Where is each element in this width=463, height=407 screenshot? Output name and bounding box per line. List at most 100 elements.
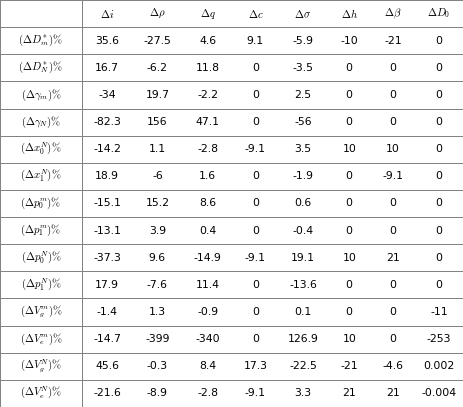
Text: 0: 0 <box>436 171 443 182</box>
Text: -9.1: -9.1 <box>245 144 266 154</box>
Text: 0: 0 <box>346 307 353 317</box>
Text: 9.1: 9.1 <box>247 36 264 46</box>
Text: 1.3: 1.3 <box>149 307 166 317</box>
Text: 0: 0 <box>389 63 396 73</box>
Text: $(\Delta x_0^N)\%$: $(\Delta x_0^N)\%$ <box>20 141 62 157</box>
Text: 2.5: 2.5 <box>294 90 312 100</box>
Text: 10: 10 <box>342 253 356 263</box>
Text: 17.3: 17.3 <box>244 361 267 371</box>
Text: 0: 0 <box>346 280 353 290</box>
Text: -340: -340 <box>195 334 220 344</box>
Text: -82.3: -82.3 <box>93 117 121 127</box>
Text: -15.1: -15.1 <box>93 199 121 208</box>
Text: 0: 0 <box>389 334 396 344</box>
Text: 0: 0 <box>436 144 443 154</box>
Text: -6.2: -6.2 <box>147 63 168 73</box>
Text: 0: 0 <box>389 280 396 290</box>
Text: -253: -253 <box>427 334 451 344</box>
Text: 0: 0 <box>436 90 443 100</box>
Text: 0: 0 <box>389 225 396 236</box>
Text: 0: 0 <box>346 63 353 73</box>
Text: -22.5: -22.5 <box>289 361 317 371</box>
Text: 0: 0 <box>346 117 353 127</box>
Text: -5.9: -5.9 <box>293 36 313 46</box>
Text: 0: 0 <box>252 280 259 290</box>
Text: -56: -56 <box>294 117 312 127</box>
Text: 156: 156 <box>147 117 168 127</box>
Text: 0: 0 <box>346 90 353 100</box>
Text: -2.2: -2.2 <box>197 90 218 100</box>
Text: 1.1: 1.1 <box>149 144 166 154</box>
Text: 3.3: 3.3 <box>294 388 312 398</box>
Text: -21: -21 <box>384 36 402 46</box>
Text: 0: 0 <box>346 225 353 236</box>
Text: $(\Delta \gamma_m)\%$: $(\Delta \gamma_m)\%$ <box>21 88 62 103</box>
Text: 0: 0 <box>389 117 396 127</box>
Text: 45.6: 45.6 <box>95 361 119 371</box>
Text: -9.1: -9.1 <box>382 171 403 182</box>
Text: $\Delta q$: $\Delta q$ <box>200 7 216 21</box>
Text: $(\Delta V_e^N)\%$: $(\Delta V_e^N)\%$ <box>20 385 62 401</box>
Text: 0: 0 <box>389 90 396 100</box>
Text: -21: -21 <box>340 361 358 371</box>
Text: 19.7: 19.7 <box>145 90 169 100</box>
Text: 10: 10 <box>342 334 356 344</box>
Text: 8.6: 8.6 <box>199 199 216 208</box>
Text: 15.2: 15.2 <box>145 199 169 208</box>
Text: $(\Delta p_0^m)\%$: $(\Delta p_0^m)\%$ <box>20 196 62 211</box>
Text: -9.1: -9.1 <box>245 388 266 398</box>
Text: 0: 0 <box>436 280 443 290</box>
Text: -6: -6 <box>152 171 163 182</box>
Text: $(\Delta D_N^*)\%$: $(\Delta D_N^*)\%$ <box>19 60 63 75</box>
Text: 10: 10 <box>386 144 400 154</box>
Text: 8.4: 8.4 <box>199 361 216 371</box>
Text: -27.5: -27.5 <box>144 36 171 46</box>
Text: 126.9: 126.9 <box>288 334 319 344</box>
Text: $(\Delta p_0^N)\%$: $(\Delta p_0^N)\%$ <box>21 250 62 266</box>
Text: -13.6: -13.6 <box>289 280 317 290</box>
Text: -3.5: -3.5 <box>293 63 313 73</box>
Text: -11: -11 <box>431 307 448 317</box>
Text: 47.1: 47.1 <box>196 117 219 127</box>
Text: $(\Delta D_m^*)\%$: $(\Delta D_m^*)\%$ <box>19 33 63 48</box>
Text: -0.3: -0.3 <box>147 361 168 371</box>
Text: -14.2: -14.2 <box>93 144 121 154</box>
Text: 0: 0 <box>252 117 259 127</box>
Text: 0: 0 <box>252 307 259 317</box>
Text: -8.9: -8.9 <box>147 388 168 398</box>
Text: $\Delta D_0$: $\Delta D_0$ <box>427 7 451 20</box>
Text: -4.6: -4.6 <box>382 361 403 371</box>
Text: 4.6: 4.6 <box>199 36 216 46</box>
Text: 35.6: 35.6 <box>95 36 119 46</box>
Text: 0: 0 <box>436 225 443 236</box>
Text: 0: 0 <box>436 199 443 208</box>
Text: -399: -399 <box>145 334 169 344</box>
Text: 21: 21 <box>342 388 356 398</box>
Text: $(\Delta V_g^N)\%$: $(\Delta V_g^N)\%$ <box>20 358 62 375</box>
Text: $(\Delta V_e^m)\%$: $(\Delta V_e^m)\%$ <box>19 332 63 347</box>
Text: -0.004: -0.004 <box>422 388 457 398</box>
Text: -7.6: -7.6 <box>147 280 168 290</box>
Text: 0: 0 <box>436 63 443 73</box>
Text: 0.6: 0.6 <box>294 199 312 208</box>
Text: $\Delta \rho$: $\Delta \rho$ <box>149 7 166 20</box>
Text: -37.3: -37.3 <box>93 253 121 263</box>
Text: 10: 10 <box>342 144 356 154</box>
Text: $\Delta i$: $\Delta i$ <box>100 8 114 20</box>
Text: -2.8: -2.8 <box>197 144 218 154</box>
Text: $\Delta \sigma$: $\Delta \sigma$ <box>294 8 312 20</box>
Text: 0: 0 <box>389 199 396 208</box>
Text: 0: 0 <box>252 90 259 100</box>
Text: $(\Delta V_g^m)\%$: $(\Delta V_g^m)\%$ <box>19 304 63 320</box>
Text: 0: 0 <box>436 253 443 263</box>
Text: 0: 0 <box>436 36 443 46</box>
Text: $(\Delta x_1^N)\%$: $(\Delta x_1^N)\%$ <box>20 168 62 184</box>
Text: -14.7: -14.7 <box>93 334 121 344</box>
Text: $(\Delta \gamma_N)\%$: $(\Delta \gamma_N)\%$ <box>21 114 61 130</box>
Text: 0.1: 0.1 <box>294 307 312 317</box>
Text: -1.4: -1.4 <box>97 307 118 317</box>
Text: 1.6: 1.6 <box>199 171 216 182</box>
Text: 17.9: 17.9 <box>95 280 119 290</box>
Text: 0: 0 <box>389 307 396 317</box>
Text: -13.1: -13.1 <box>93 225 121 236</box>
